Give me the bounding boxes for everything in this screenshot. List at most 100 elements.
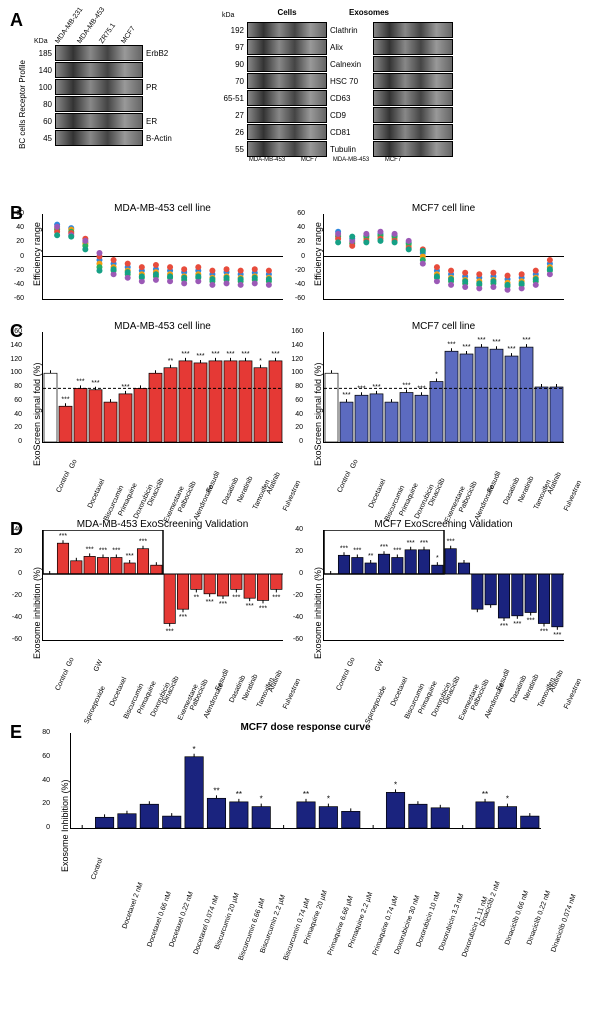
- panel-a: A BC cells Receptor Profile MDA-MB-231MD…: [10, 10, 586, 195]
- lane: MCF7: [374, 157, 412, 163]
- svg-text:***: ***: [500, 623, 508, 630]
- x-label: Docetaxel 0.66 nM: [146, 891, 173, 948]
- svg-text:***: ***: [393, 548, 401, 555]
- svg-text:**: **: [303, 790, 309, 799]
- svg-text:***: ***: [59, 533, 67, 540]
- blot-row: 100PR: [32, 79, 186, 95]
- x-label: Control: [335, 668, 351, 691]
- svg-text:***: ***: [420, 540, 428, 547]
- svg-text:***: ***: [492, 339, 500, 346]
- scatter-chart: [323, 214, 564, 300]
- svg-text:***: ***: [513, 621, 521, 628]
- x-label: Fasudil: [214, 668, 230, 691]
- svg-text:***: ***: [507, 346, 515, 353]
- svg-text:*: *: [193, 745, 196, 754]
- x-label: Fasudil: [495, 668, 511, 691]
- svg-text:**: **: [482, 790, 488, 799]
- svg-text:*: *: [435, 372, 438, 379]
- bar-chart: *********************************: [42, 332, 283, 443]
- lane: MDA-MB-453: [332, 157, 370, 163]
- svg-text:***: ***: [241, 351, 249, 358]
- panel-d: D Exosome inhibition (%)MDA-MB-453 ExoSc…: [10, 519, 586, 714]
- svg-text:*: *: [394, 780, 397, 789]
- panel-a-left-ylabel: BC cells Receptor Profile: [18, 60, 27, 149]
- svg-text:***: ***: [447, 341, 455, 348]
- svg-text:*: *: [260, 795, 263, 804]
- blot-row: 27CD9: [216, 107, 453, 123]
- x-label: Fulvestran: [282, 480, 302, 513]
- panel-b: B Efficiency rangeMDA-MB-453 cell line-6…: [10, 203, 586, 313]
- svg-text:***: ***: [181, 351, 189, 358]
- svg-text:***: ***: [407, 540, 415, 547]
- bar-chart: **********************************: [323, 332, 564, 443]
- x-label: Fulvestran: [563, 480, 583, 513]
- x-label: Fulvestran: [282, 678, 302, 711]
- x-label: Spiroepoxide: [84, 685, 108, 725]
- svg-text:*: *: [506, 795, 509, 804]
- svg-text:***: ***: [462, 344, 470, 351]
- svg-text:***: ***: [121, 384, 129, 391]
- x-label: Dinaciclib 0.22 nM: [526, 890, 552, 946]
- svg-text:***: ***: [112, 548, 120, 555]
- x-label: Doxorubicin 3.3 nM: [438, 893, 465, 952]
- panel-c: C ExoScreen signal fold (%)MDA-MB-453 ce…: [10, 321, 586, 511]
- svg-text:***: ***: [196, 353, 204, 360]
- panel-e-label: E: [10, 722, 22, 743]
- svg-text:***: ***: [91, 380, 99, 387]
- panel-e: E Exosome Inhibition (%)MCF7 dose respon…: [10, 722, 586, 932]
- svg-text:***: ***: [99, 548, 107, 555]
- x-label: Docetaxel: [390, 676, 410, 707]
- x-label: Docetaxel 0.22 nM: [169, 891, 196, 948]
- scatter-chart: [42, 214, 283, 300]
- x-label: Control: [54, 668, 70, 691]
- blot-row: 26CD81: [216, 124, 453, 140]
- svg-text:**: **: [236, 790, 242, 799]
- panel-a-right: kDa Cells Exosomes 192Clathrin97Alix90Ca…: [216, 10, 453, 163]
- svg-text:**: **: [194, 594, 200, 601]
- bar-chart: ***************************************: [323, 530, 564, 641]
- x-label: Docetaxel: [367, 478, 387, 509]
- bar-chart: ****************************************…: [42, 530, 283, 641]
- x-label: GW: [374, 659, 385, 673]
- svg-text:***: ***: [139, 539, 147, 546]
- lane-label: MCF7: [120, 25, 137, 45]
- x-label: Control: [90, 857, 104, 881]
- svg-text:***: ***: [527, 618, 535, 625]
- svg-text:**: **: [213, 786, 219, 795]
- blot-row: 192Clathrin: [216, 22, 453, 38]
- svg-text:***: ***: [76, 378, 84, 385]
- chart-title: MDA-MB-453 cell line: [42, 321, 283, 332]
- svg-text:***: ***: [232, 594, 240, 601]
- group-exosomes: Exosomes: [330, 8, 408, 17]
- panel-a-label: A: [10, 10, 23, 31]
- blot-row: 97Alix: [216, 39, 453, 55]
- svg-text:***: ***: [206, 599, 214, 606]
- svg-text:***: ***: [372, 384, 380, 391]
- svg-text:*: *: [327, 795, 330, 804]
- svg-text:***: ***: [522, 337, 530, 344]
- x-label: Go: [346, 656, 356, 667]
- y-axis-label: Exosome Inhibition (%): [60, 722, 70, 929]
- x-label: Go: [68, 458, 78, 469]
- y-axis-label: ExoScreen signal fold (%): [313, 321, 323, 508]
- chart-title: MDA-MB-453 cell line: [42, 203, 283, 214]
- lane-label: ZR75.1: [98, 22, 117, 45]
- svg-text:***: ***: [86, 546, 94, 553]
- x-label: Control: [336, 470, 352, 493]
- blot-row: 185ErbB2: [32, 45, 186, 61]
- y-axis-label: ExoScreen signal fold (%): [32, 321, 42, 508]
- svg-text:***: ***: [380, 544, 388, 551]
- svg-text:***: ***: [179, 614, 187, 621]
- svg-text:***: ***: [166, 629, 174, 636]
- x-label: Go: [65, 656, 75, 667]
- blot-row: 55Tubulin: [216, 141, 453, 157]
- group-cells: Cells: [248, 8, 326, 17]
- y-axis-label: Efficiency range: [32, 203, 42, 305]
- panel-a-right-kda-label: kDa: [222, 12, 234, 19]
- x-label: Go: [349, 458, 359, 469]
- lane: MDA-MB-453: [248, 157, 286, 163]
- svg-text:***: ***: [211, 351, 219, 358]
- blot-row: 140: [32, 62, 186, 78]
- x-label: Docetaxel: [109, 676, 129, 707]
- x-label: Fasudil: [486, 470, 502, 493]
